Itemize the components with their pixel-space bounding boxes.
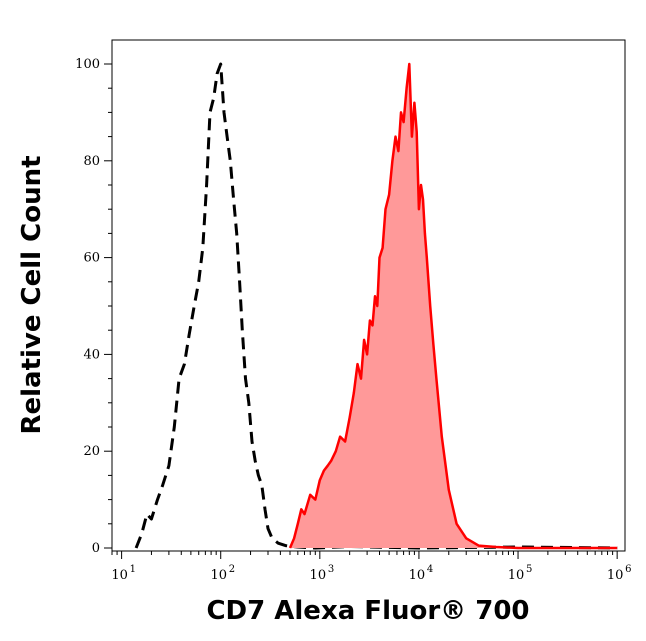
x-tick-label: 10 <box>310 568 327 583</box>
series-layer <box>134 62 618 550</box>
y-tick-label: 100 <box>75 57 100 72</box>
x-tick-label: 10 <box>607 568 624 583</box>
x-tick-exponent: 2 <box>229 564 235 575</box>
y-tick-label: 0 <box>92 541 100 556</box>
x-tick-exponent: 4 <box>427 564 433 575</box>
x-tick-label: 10 <box>409 568 426 583</box>
x-tick-label: 10 <box>508 568 525 583</box>
x-axis-title: CD7 Alexa Fluor® 700 <box>206 596 529 626</box>
series-line-dashed <box>134 62 618 550</box>
x-tick-exponent: 5 <box>526 564 532 575</box>
plot-frame <box>111 39 626 552</box>
y-tick-label: 20 <box>83 444 100 459</box>
x-tick-label: 10 <box>111 568 128 583</box>
y-tick-label: 40 <box>83 347 100 362</box>
x-tick-exponent: 6 <box>625 564 631 575</box>
y-tick-label: 60 <box>83 251 100 266</box>
y-tick-label: 80 <box>83 154 100 169</box>
x-tick-label: 10 <box>210 568 227 583</box>
x-tick-exponent: 3 <box>328 564 334 575</box>
series-line <box>288 62 618 550</box>
y-axis-title: Relative Cell Count <box>17 155 47 434</box>
y-axis: 0 20 40 60 80 100 <box>75 57 112 556</box>
x-tick-exponent: 1 <box>130 564 136 575</box>
x-axis: 10 1 10 2 10 3 10 4 10 5 10 6 <box>111 551 632 583</box>
series-area <box>290 64 618 548</box>
